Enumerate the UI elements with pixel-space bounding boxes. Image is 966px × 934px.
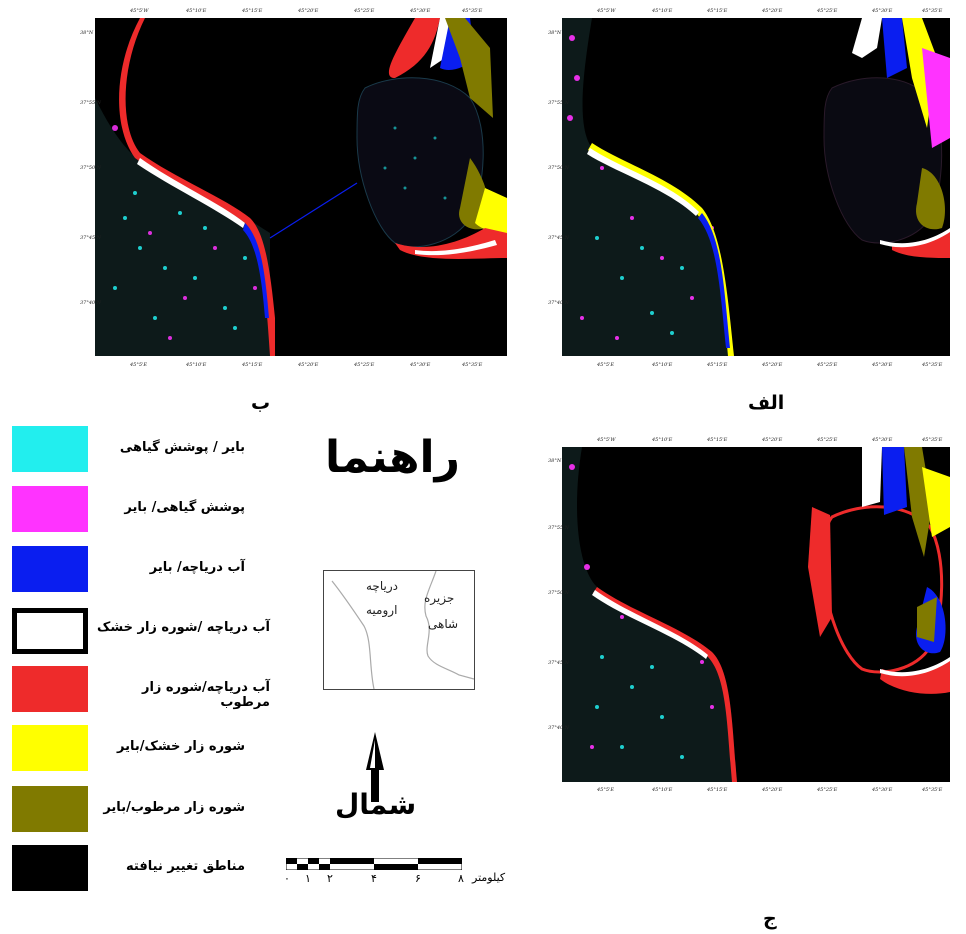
tick-label: 37°50'N <box>80 165 101 171</box>
tick-label: 45°35'E <box>462 8 483 14</box>
inset-label-island2: شاهی <box>428 617 459 631</box>
legend-label-3: آب دریاچه/ بایر <box>149 560 245 575</box>
tick-label: 45°5'E <box>597 362 615 368</box>
legend-label-2: پوشش گیاهی/ بایر <box>124 500 245 515</box>
tick-label: 45°20'E <box>762 8 783 14</box>
tick-label: 38°N <box>548 30 562 36</box>
legend-label-8: مناطق تغییر نیافته <box>126 859 245 874</box>
scale-tick-2: ۲ <box>327 872 333 885</box>
tick-label: 45°10'E <box>652 8 673 14</box>
tick-label: 38°N <box>548 458 562 464</box>
tick-label: 37°45'N <box>548 235 569 241</box>
map-panel-be <box>95 18 507 356</box>
scale-tick-6: ۶ <box>415 872 421 885</box>
inset-map: دریاچه ارومیه جزیره شاهی <box>323 570 475 690</box>
tick-label: 37°55'N <box>548 525 569 531</box>
tick-label: 38°N <box>80 30 94 36</box>
tick-label: 45°10'E <box>652 787 673 793</box>
legend-title: راهنما <box>325 432 460 483</box>
tick-label: 45°15'E <box>242 8 263 14</box>
tick-label: 45°20'E <box>762 437 783 443</box>
legend-label-5: آب دریاچه/شوره زار مرطوب <box>141 680 270 710</box>
scale-bar <box>286 858 462 870</box>
tick-label: 45°15'E <box>242 362 263 368</box>
map-jim-image <box>562 447 950 782</box>
inset-label-island: جزیره <box>424 591 455 605</box>
tick-label: 45°15'E <box>707 437 728 443</box>
tick-label: 45°20'E <box>298 362 319 368</box>
inset-label-lake: دریاچه <box>366 579 398 593</box>
scale-unit: کیلومتر <box>472 871 506 884</box>
tick-label: 45°30'E <box>872 787 893 793</box>
panel-label-alef: الف <box>748 392 785 414</box>
tick-label: 45°30'E <box>410 362 431 368</box>
tick-label: 45°25'E <box>817 437 838 443</box>
tick-label: 45°35'E <box>922 362 943 368</box>
tick-label: 45°35'E <box>922 787 943 793</box>
tick-label: 45°15'E <box>707 787 728 793</box>
tick-label: 45°10'E <box>186 8 207 14</box>
north-arrow-icon <box>366 732 384 802</box>
legend-swatch-8 <box>12 845 88 891</box>
inset-outline <box>331 571 474 689</box>
map-panel-jim <box>562 447 950 782</box>
scale-tick-1: ۱ <box>305 872 311 885</box>
tick-label: 45°20'E <box>762 362 783 368</box>
tick-label: 45°15'E <box>707 362 728 368</box>
tick-label: 45°30'E <box>872 8 893 14</box>
legend-label-7: شوره زار مرطوب/بایر <box>103 800 245 815</box>
tick-label: 45°5'E <box>597 787 615 793</box>
tick-label: 45°25'E <box>354 8 375 14</box>
tick-label: 45°5'W <box>597 8 616 14</box>
legend-swatch-3 <box>12 546 88 592</box>
tick-label: 37°40'N <box>80 300 101 306</box>
legend-swatch-1 <box>12 426 88 472</box>
tick-label: 45°5'E <box>130 362 148 368</box>
map-alef-image <box>562 18 950 356</box>
inset-label-lake2: ارومیه <box>366 603 398 617</box>
tick-label: 45°20'E <box>298 8 319 14</box>
map-panel-alef <box>562 18 950 356</box>
tick-label: 37°45'N <box>548 660 569 666</box>
legend-swatch-2 <box>12 486 88 532</box>
north-label: شمال <box>335 788 417 821</box>
legend-swatch-5 <box>12 666 88 712</box>
legend-label-6: شوره زار خشک/بایر <box>117 739 245 754</box>
legend-label-1: بایر / پوشش گیاهی <box>119 440 245 455</box>
scale-tick-0: ۰ <box>284 872 290 885</box>
tick-label: 45°20'E <box>762 787 783 793</box>
tick-label: 45°35'E <box>922 8 943 14</box>
tick-label: 45°10'E <box>186 362 207 368</box>
tick-label: 45°35'E <box>922 437 943 443</box>
tick-label: 37°50'N <box>548 590 569 596</box>
tick-label: 45°30'E <box>872 362 893 368</box>
tick-label: 45°30'E <box>410 8 431 14</box>
tick-label: 45°25'E <box>354 362 375 368</box>
panel-label-be: ب <box>251 392 271 414</box>
scale-tick-4: ۴ <box>371 872 377 885</box>
tick-label: 45°30'E <box>872 437 893 443</box>
tick-label: 45°25'E <box>817 787 838 793</box>
tick-label: 37°40'N <box>548 725 569 731</box>
tick-label: 45°25'E <box>817 362 838 368</box>
tick-label: 45°10'E <box>652 437 673 443</box>
legend-swatch-6 <box>12 725 88 771</box>
tick-label: 37°50'N <box>548 165 569 171</box>
tick-label: 45°15'E <box>707 8 728 14</box>
tick-label: 45°5'W <box>597 437 616 443</box>
map-be-image <box>95 18 507 356</box>
panel-label-jim: ج <box>763 908 777 930</box>
legend-swatch-7 <box>12 786 88 832</box>
scale-tick-8: ۸ <box>458 872 464 885</box>
tick-label: 45°5'W <box>130 8 149 14</box>
legend-label-4: آب دریاچه /شوره زار خشک <box>97 620 270 635</box>
tick-label: 37°45'N <box>80 235 101 241</box>
tick-label: 45°35'E <box>462 362 483 368</box>
tick-label: 37°55'N <box>548 100 569 106</box>
tick-label: 45°25'E <box>817 8 838 14</box>
tick-label: 45°10'E <box>652 362 673 368</box>
tick-label: 37°55'N <box>80 100 101 106</box>
tick-label: 37°40'N <box>548 300 569 306</box>
legend-swatch-4 <box>12 608 88 654</box>
